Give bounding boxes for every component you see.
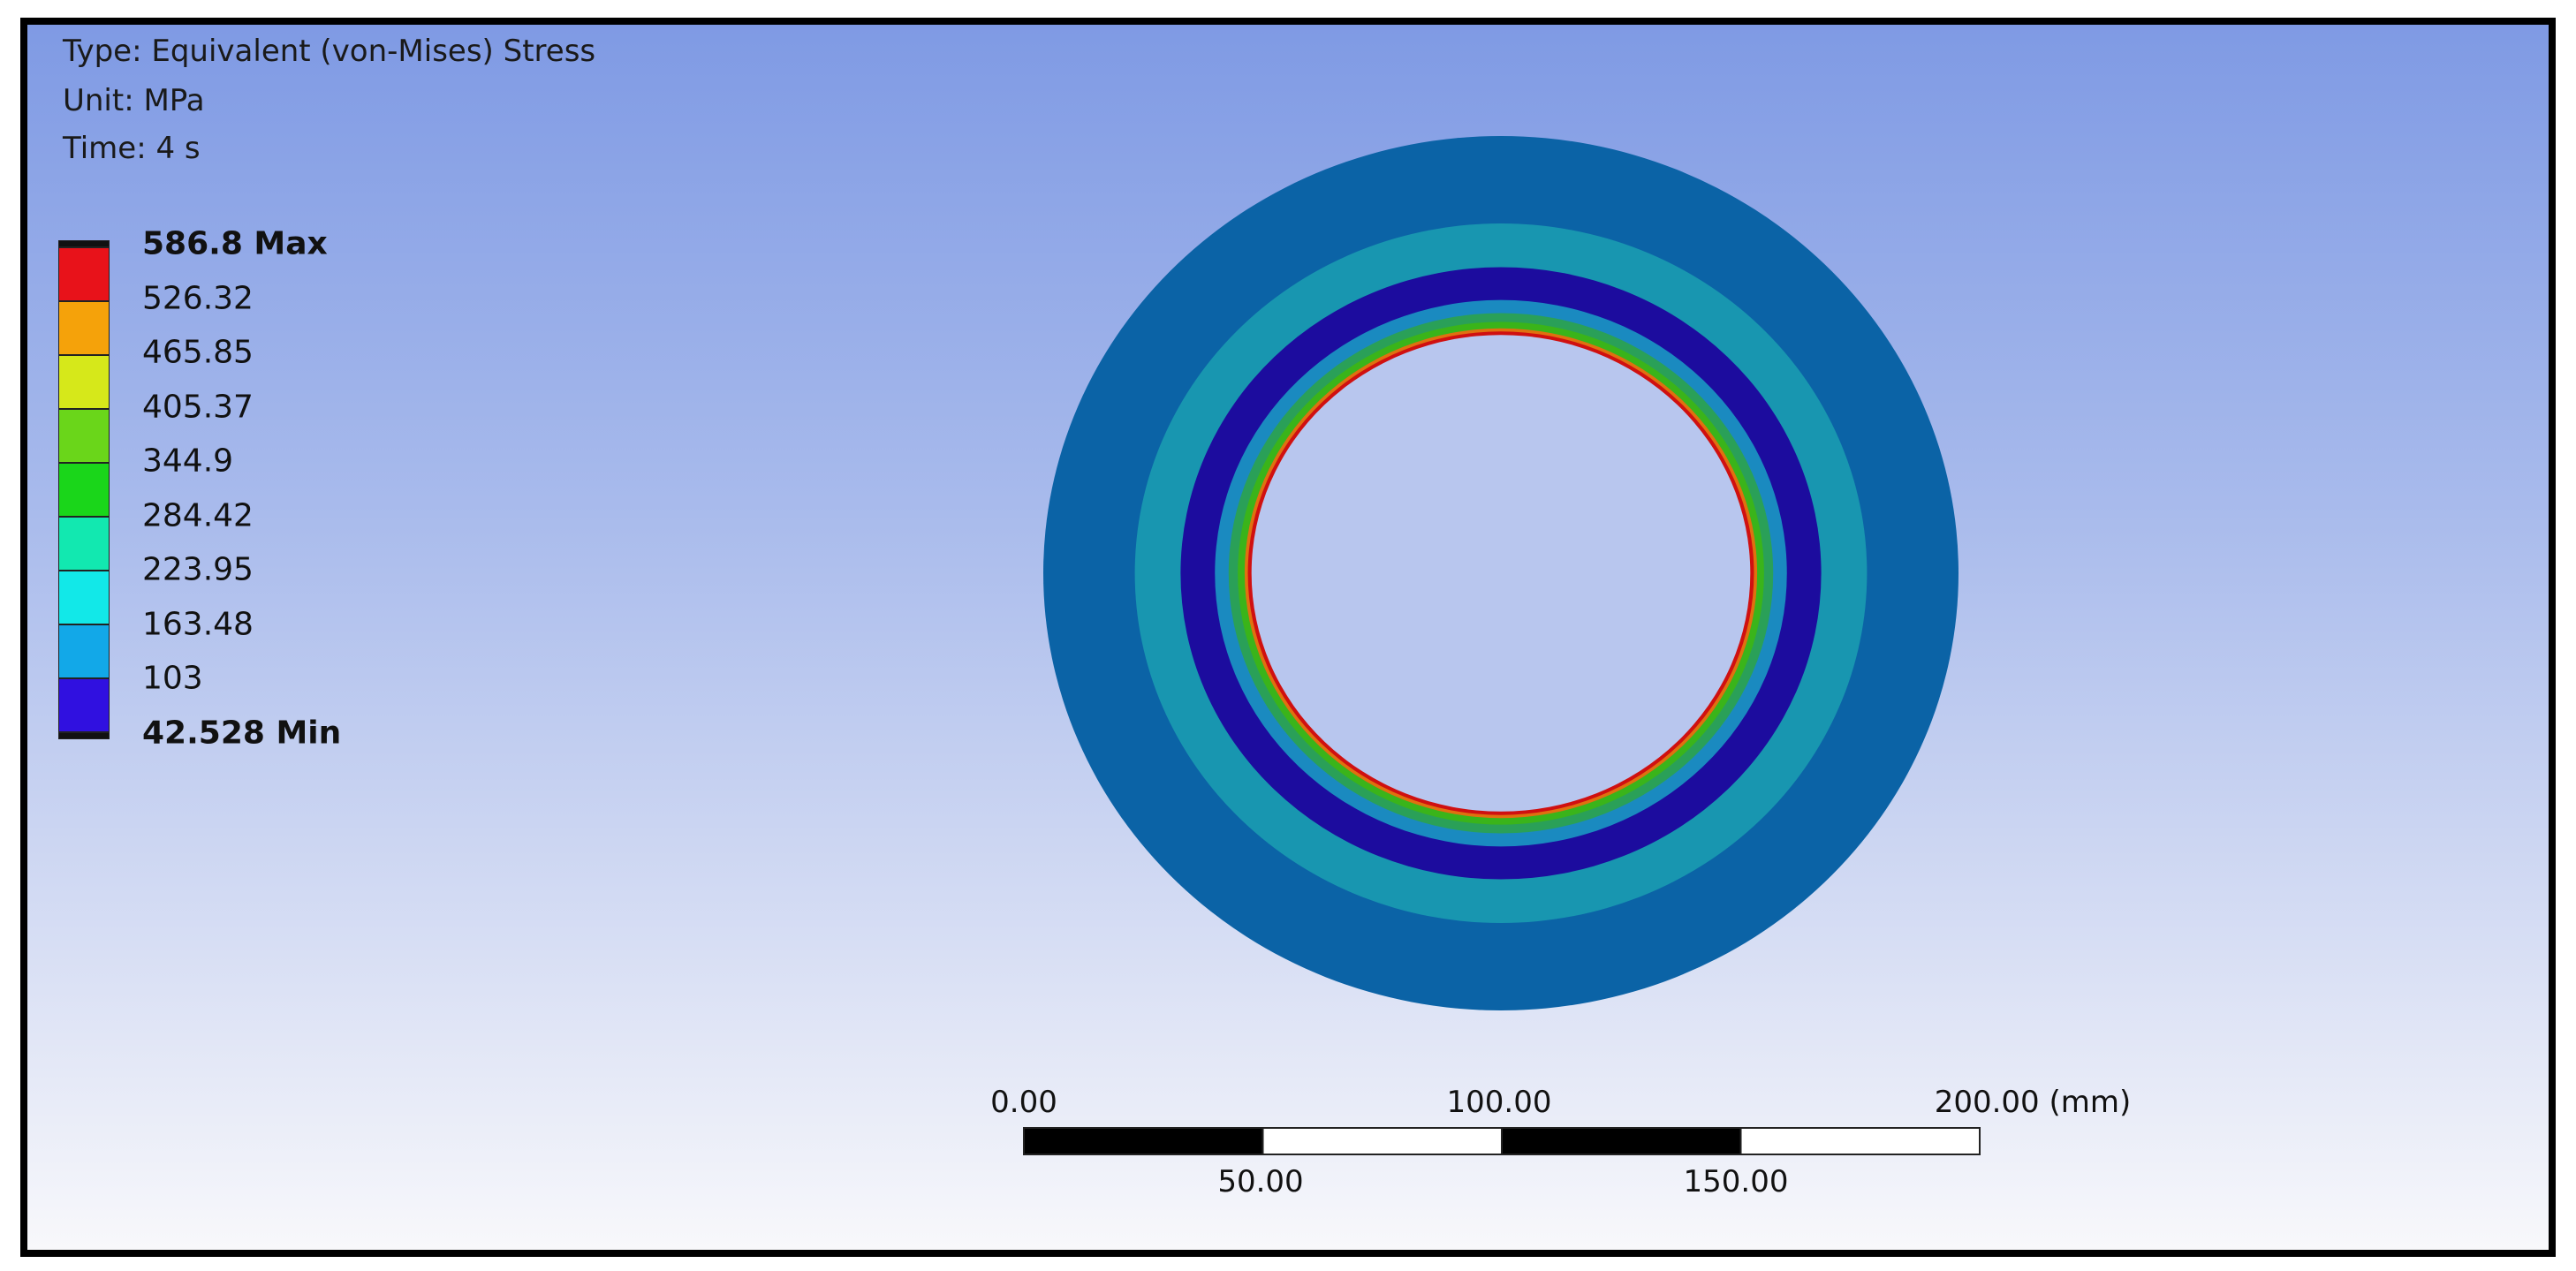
legend-cap [58, 240, 110, 247]
legend-swatch [58, 517, 110, 571]
result-type: Type: Equivalent (von-Mises) Stress [63, 34, 596, 69]
scale-label-150: 150.00 [1683, 1164, 1789, 1199]
legend-swatch [58, 624, 110, 678]
scale-bar-segment [1023, 1127, 1264, 1155]
legend-swatch [58, 571, 110, 624]
legend-label: 405.37 [142, 389, 254, 425]
legend-label: 465.85 [142, 334, 254, 371]
bore-hole [1251, 335, 1751, 812]
legend-label: 284.42 [142, 497, 254, 533]
legend-label: 42.528 Min [142, 715, 342, 751]
legend-label: 163.48 [142, 606, 254, 642]
legend-label: 344.9 [142, 443, 234, 480]
legend-swatch [58, 301, 110, 355]
legend-swatch [58, 247, 110, 301]
legend-swatch [58, 355, 110, 409]
legend-label: 103 [142, 660, 203, 697]
scale-bar-segment [1501, 1127, 1742, 1155]
contour-plot [1023, 136, 1981, 1155]
scale-label-100: 100.00 [1446, 1085, 1552, 1120]
legend-swatch [58, 678, 110, 732]
color-legend-bar [58, 240, 110, 739]
scale-bar-segment [1261, 1127, 1503, 1155]
legend-label: 586.8 Max [142, 225, 328, 262]
legend-swatch [58, 409, 110, 463]
viewport: Type: Equivalent (von-Mises) Stress Unit… [20, 18, 2556, 1257]
scale-label-200: 200.00 (mm) [1934, 1085, 2132, 1120]
legend-label: 526.32 [142, 280, 254, 316]
scale-label-0: 0.00 [990, 1085, 1057, 1120]
legend-swatch [58, 463, 110, 517]
legend-cap [58, 732, 110, 739]
legend-label: 223.95 [142, 551, 254, 588]
result-time: Time: 4 s [63, 131, 201, 166]
scale-bar-segment [1739, 1127, 1981, 1155]
result-unit: Unit: MPa [63, 83, 205, 118]
scale-label-50: 50.00 [1217, 1164, 1304, 1199]
